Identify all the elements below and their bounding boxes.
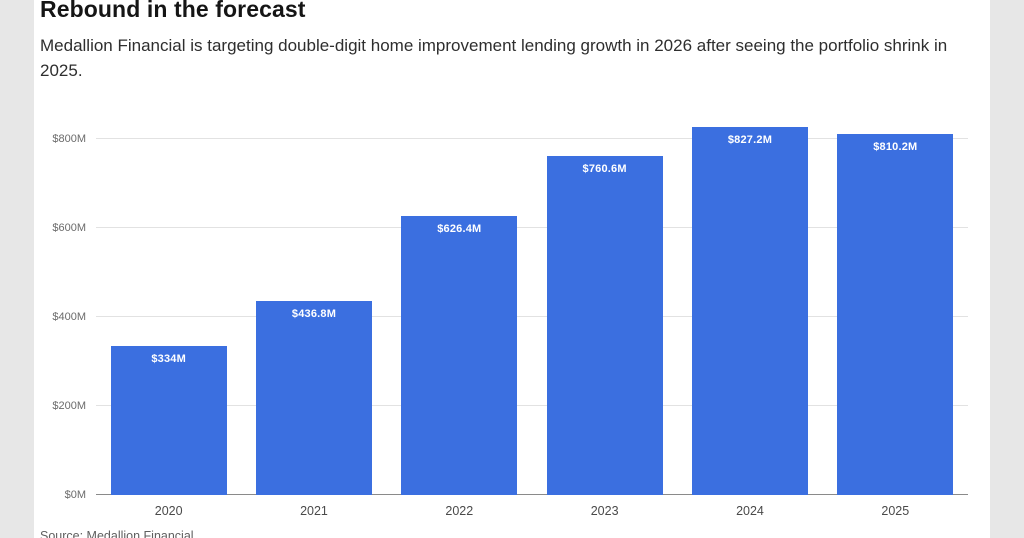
- bar-value-label: $626.4M: [437, 223, 482, 236]
- x-tick-label: 2023: [590, 504, 619, 518]
- bar-value-label: $334M: [151, 353, 186, 366]
- bar-value-label: $810.2M: [873, 141, 918, 154]
- bar-2020[interactable]: $334M: [110, 346, 227, 495]
- bar-value-label: $827.2M: [727, 133, 773, 146]
- chart-card: Rebound in the forecast Medallion Financ…: [34, 0, 990, 538]
- x-tick-label: 2025: [881, 504, 910, 518]
- bar-slot: $436.8M: [241, 113, 386, 495]
- x-axis-baseline: [96, 494, 968, 495]
- plot-area: $334M $436.8M $626.4M $760.6M $827.2M $810.2M: [96, 113, 968, 495]
- bar-slot: $810.2M: [823, 113, 968, 495]
- bar-2021[interactable]: $436.8M: [255, 300, 373, 495]
- bar-value-label: $760.6M: [582, 163, 627, 176]
- bars-row: $334M $436.8M $626.4M $760.6M $827.2M $810.2M: [96, 113, 968, 495]
- bar-slot: $626.4M: [387, 113, 532, 495]
- bar-slot: $760.6M: [532, 113, 677, 495]
- y-tick-label: $800M: [52, 132, 86, 145]
- bar-slot: $827.2M: [677, 113, 822, 495]
- x-tick-label: 2024: [736, 504, 764, 518]
- y-tick-label: $400M: [52, 310, 86, 323]
- y-tick-label: $600M: [52, 221, 86, 234]
- y-tick-label: $0M: [64, 489, 86, 501]
- y-tick-label: $200M: [52, 399, 86, 412]
- chart-title: Rebound in the forecast: [40, 0, 306, 22]
- gridlines: [96, 113, 968, 495]
- x-tick-label: 2022: [445, 504, 474, 518]
- bar-chart: $0M $200M $400M $600M $800M $334M $436.8M $626…: [40, 113, 984, 525]
- bar-2022[interactable]: $626.4M: [401, 216, 518, 495]
- gridline: [96, 315, 968, 317]
- bar-2024[interactable]: $827.2M: [691, 126, 809, 495]
- bar-slot: $334M: [96, 113, 241, 495]
- x-tick-label: 2021: [300, 504, 328, 518]
- x-axis-labels: 2020 2021 2022 2023 2024 2025: [96, 495, 968, 525]
- bar-value-label: $436.8M: [291, 307, 337, 320]
- bar-2023[interactable]: $760.6M: [546, 156, 663, 495]
- chart-subtitle: Medallion Financial is targeting double-…: [40, 36, 948, 80]
- gridline: [96, 404, 968, 406]
- gridline: [96, 226, 968, 228]
- gridline: [96, 137, 968, 139]
- bar-2025[interactable]: $810.2M: [837, 134, 954, 495]
- source-note: Source: Medallion Financial: [40, 529, 194, 538]
- y-axis: $0M $200M $400M $600M $800M: [40, 113, 86, 501]
- x-tick-label: 2020: [154, 504, 183, 518]
